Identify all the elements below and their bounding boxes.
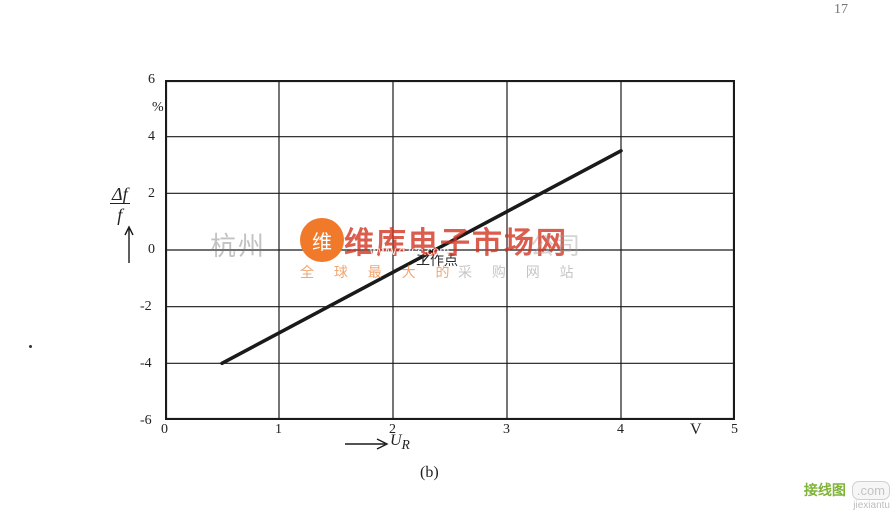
y-axis-label-top: Δf: [110, 185, 130, 204]
x-axis-label-sub: R: [402, 437, 410, 452]
y-axis-label-bottom: f: [110, 204, 130, 224]
y-axis-arrow-icon: [124, 225, 134, 263]
watermark-logo-sub: jiexiantu: [804, 500, 890, 511]
x-tick-0: 0: [161, 422, 168, 438]
operating-point-label: 工作点: [416, 250, 458, 270]
x-axis-label: UR: [390, 432, 410, 453]
x-axis-arrow-icon: [345, 438, 389, 450]
y-tick-4: 4: [148, 129, 155, 145]
x-axis-unit: V: [690, 421, 702, 439]
x-tick-1: 1: [275, 422, 282, 438]
x-tick-3: 3: [503, 422, 510, 438]
stray-dot: [29, 345, 32, 348]
watermark-logo: 接线图 .com jiexiantu: [804, 480, 890, 511]
y-tick-0: 0: [148, 242, 155, 258]
x-tick-4: 4: [617, 422, 624, 438]
y-tick-2: 2: [148, 186, 155, 202]
figure-subcaption: (b): [420, 464, 439, 482]
y-axis-unit: %: [152, 100, 164, 116]
y-tick-neg6: -6: [140, 413, 152, 429]
watermark-logo-box: .com: [852, 481, 890, 500]
y-tick-neg4: -4: [140, 356, 152, 372]
y-axis-label: Δf f: [110, 185, 130, 224]
watermark-logo-text: 接线图: [804, 482, 846, 498]
y-tick-neg2: -2: [140, 299, 152, 315]
x-tick-5: 5: [731, 422, 738, 438]
y-tick-6: 6: [148, 72, 155, 88]
page-number: 17: [834, 2, 848, 18]
x-axis-label-main: U: [390, 432, 402, 449]
